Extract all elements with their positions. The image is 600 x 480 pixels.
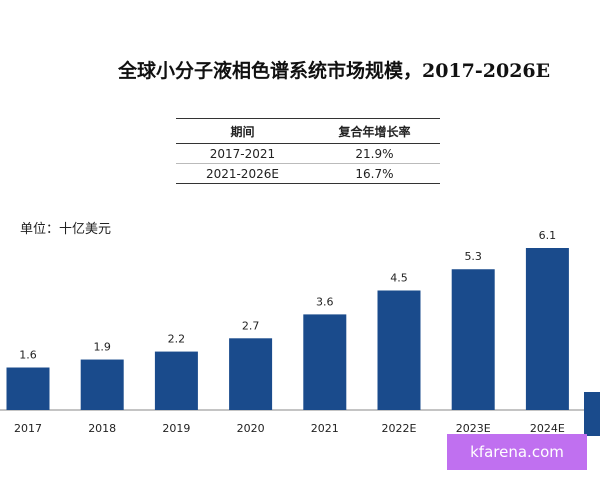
unit-label: 单位：十亿美元 [20,222,112,237]
data-label-2019: 2.2 [168,333,186,346]
bar-2021 [303,314,347,410]
cagr-period-cell: 2021-2026E [176,163,309,184]
chart-title: 全球小分子液相色谱系统市场规模，2017-2026E [118,60,551,82]
partial-bar-edge [584,392,600,436]
bar-2017 [6,367,50,410]
x-tick-label-2022E: 2022E [382,422,417,435]
cagr-value-cell: 16.7% [308,163,440,184]
table-row: 2017-2021 21.9% [176,143,440,164]
x-tick-label-2021: 2021 [311,422,339,435]
x-tick-label-2023E: 2023E [456,422,491,435]
data-label-2024E: 6.1 [539,229,557,242]
cagr-period-cell: 2017-2021 [176,143,309,164]
cagr-table-col-cagr: 复合年增长率 [308,118,440,144]
bar-2023E [451,269,495,410]
cagr-table: 期间 复合年增长率 2017-2021 21.9% 2021-2026E 16.… [176,118,440,184]
x-tick-label-2020: 2020 [237,422,265,435]
cagr-value-cell: 21.9% [308,143,440,164]
bar-2024E [525,248,569,410]
data-label-2020: 2.7 [242,319,260,332]
x-tick-label-2018: 2018 [88,422,116,435]
data-label-2022E: 4.5 [390,271,408,284]
data-label-2021: 3.6 [316,295,334,308]
data-label-2017: 1.6 [19,349,37,362]
x-tick-label-2019: 2019 [162,422,190,435]
cagr-table-col-period: 期间 [176,118,309,144]
x-tick-label-2017: 2017 [14,422,42,435]
watermark-badge: kfarena.com [447,434,587,470]
cagr-table-header-row: 期间 复合年增长率 [176,118,440,144]
bar-2018 [80,359,124,410]
table-row: 2021-2026E 16.7% [176,163,440,184]
data-label-2018: 1.9 [93,341,111,354]
data-label-2023E: 5.3 [464,250,482,263]
bar-2019 [154,351,198,410]
x-tick-label-2024E: 2024E [530,422,565,435]
bar-2020 [229,338,273,410]
bar-2022E [377,290,421,410]
